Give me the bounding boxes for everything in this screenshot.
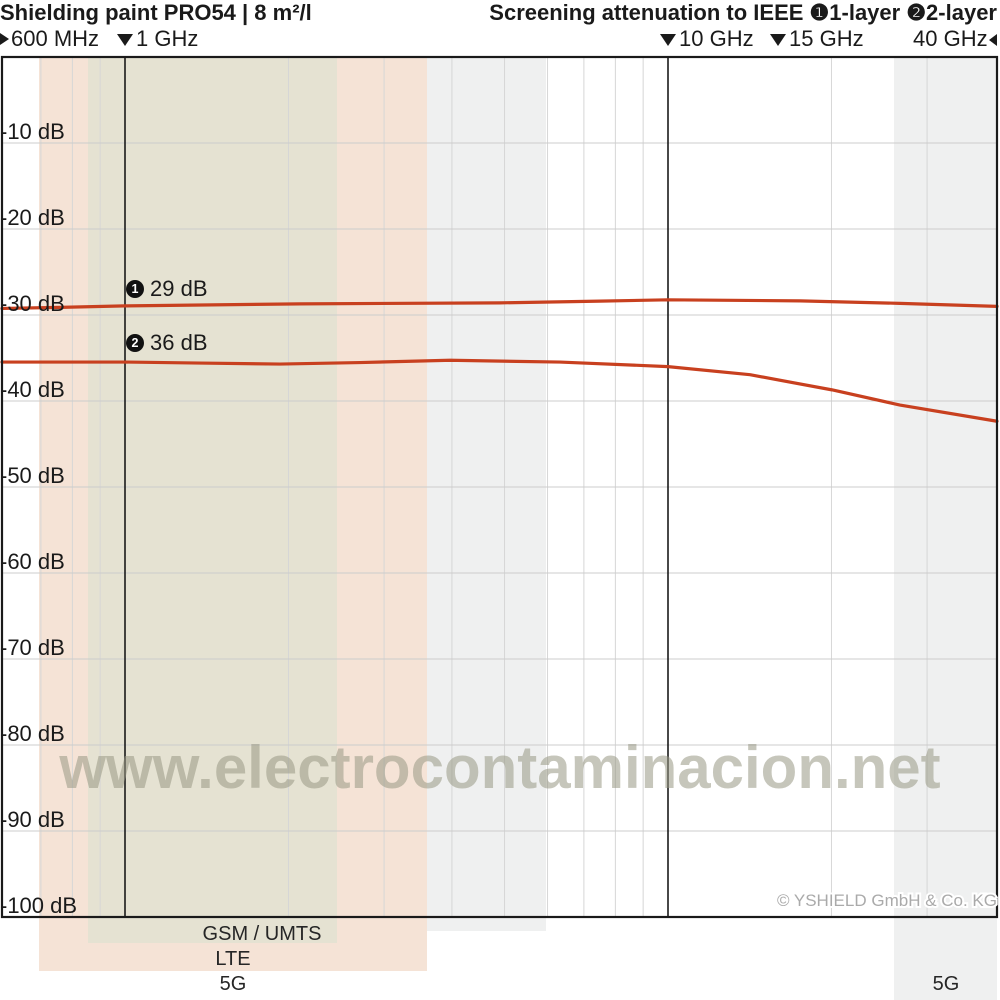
svg-text:2: 2 [132,336,139,350]
svg-text:LTE: LTE [215,948,250,970]
svg-text:-20 dB: -20 dB [0,205,65,230]
svg-text:Shielding paint PRO54 | 8 m²/l: Shielding paint PRO54 | 8 m²/l [0,0,312,25]
svg-text:1 GHz: 1 GHz [136,26,198,51]
svg-text:-60 dB: -60 dB [0,549,65,574]
svg-text:Screening attenuation to IEEE: Screening attenuation to IEEE ❶1-layer ❷… [489,0,997,25]
svg-text:-100 dB: -100 dB [0,893,77,918]
svg-text:-90 dB: -90 dB [0,807,65,832]
svg-text:-30 dB: -30 dB [0,291,65,316]
svg-text:GSM / UMTS: GSM / UMTS [203,923,322,945]
svg-text:10 GHz: 10 GHz [679,26,754,51]
svg-text:-80 dB: -80 dB [0,721,65,746]
svg-text:5G: 5G [220,973,247,995]
svg-text:15 GHz: 15 GHz [789,26,864,51]
svg-text:-10 dB: -10 dB [0,119,65,144]
svg-text:600 MHz: 600 MHz [11,26,99,51]
svg-text:5G: 5G [933,973,960,995]
svg-text:36 dB: 36 dB [150,330,208,355]
svg-text:40 GHz: 40 GHz [913,26,988,51]
svg-text:1: 1 [132,282,139,296]
svg-text:-70 dB: -70 dB [0,635,65,660]
svg-text:www.electrocontaminacion.net: www.electrocontaminacion.net [58,734,940,801]
svg-text:-40 dB: -40 dB [0,377,65,402]
svg-text:29 dB: 29 dB [150,276,208,301]
svg-text:-50 dB: -50 dB [0,463,65,488]
svg-text:© YSHIELD GmbH & Co. KG: © YSHIELD GmbH & Co. KG [777,891,997,910]
